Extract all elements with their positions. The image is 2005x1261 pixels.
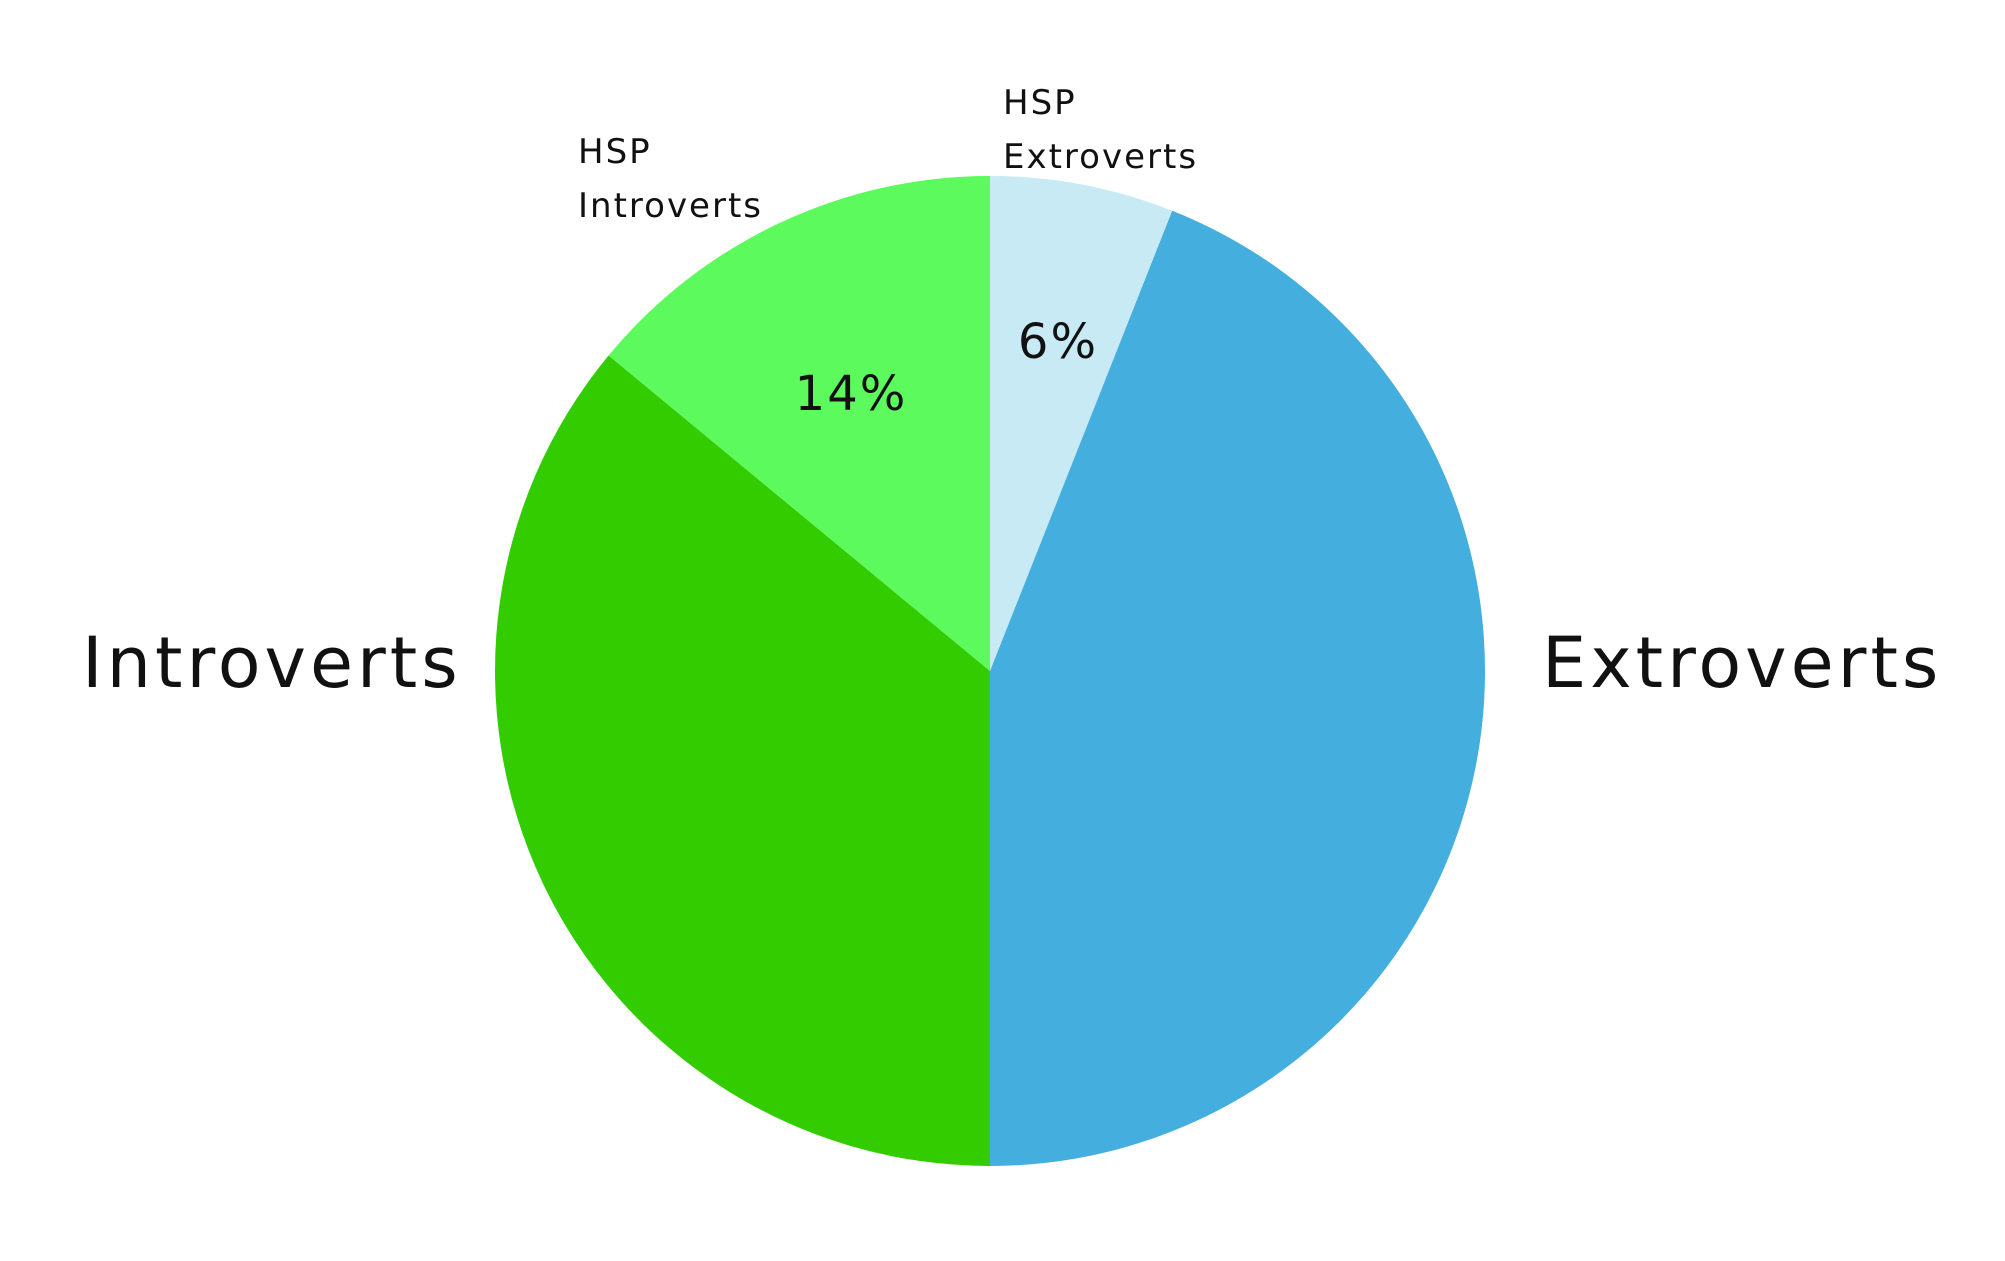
value-label: 6% [1017, 314, 1099, 370]
pie-slice [608, 175, 990, 671]
pie-slice [990, 210, 1486, 1167]
slice-label: Extroverts [1542, 622, 1943, 704]
pie-slice [990, 176, 1173, 671]
pie-slice [494, 355, 990, 1167]
value-label: 14% [794, 366, 908, 422]
slice-label: Introverts [82, 622, 462, 704]
slice-label: HSP Extroverts [1003, 83, 1199, 177]
slice-label: HSP Introverts [578, 132, 764, 226]
